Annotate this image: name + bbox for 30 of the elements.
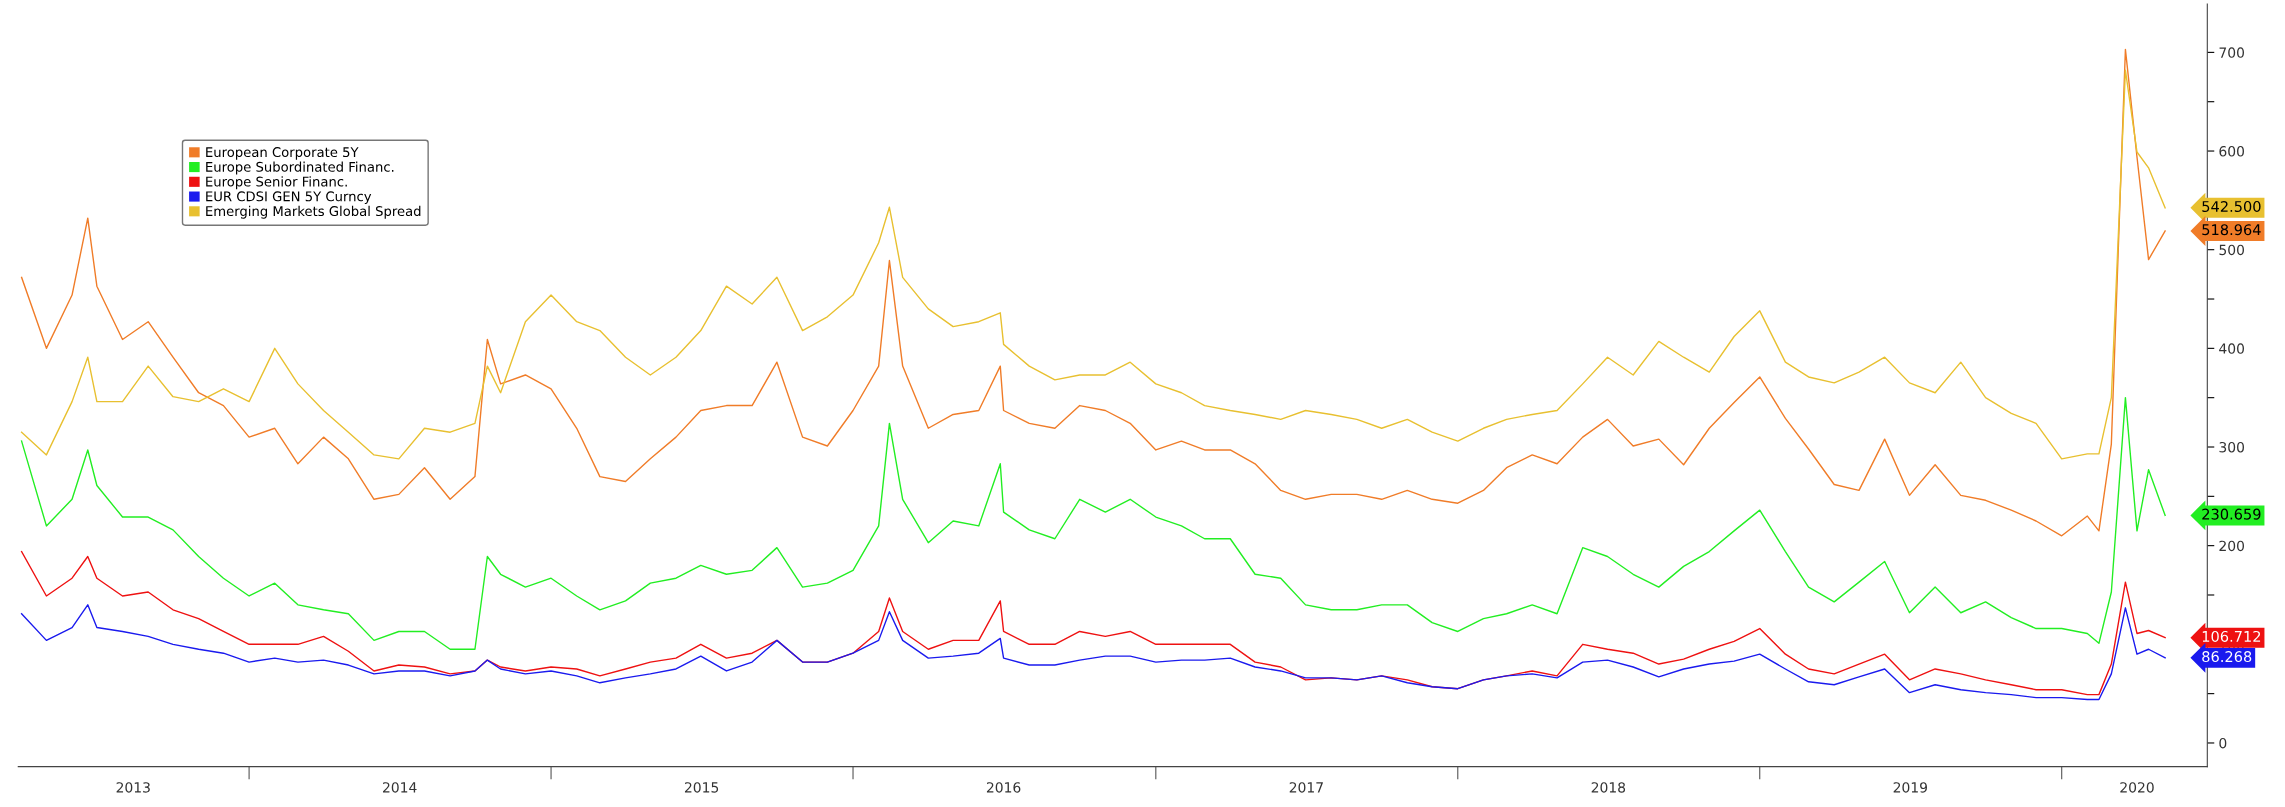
y-tick-label: 0 [2219, 737, 2227, 749]
line-series [20, 604, 2166, 701]
x-tick-label: 2019 [1893, 782, 1928, 793]
x-tick-label: 2020 [2120, 782, 2154, 793]
y-tick-label: 200 [2219, 540, 2245, 552]
y-tick-label: 700 [2219, 47, 2245, 58]
annotation: 518.964 [2202, 224, 2261, 236]
legend-label: EUR CDSI GEN 5Y Curncy [206, 191, 372, 204]
annotation: 86.268 [2202, 651, 2252, 663]
legend-label: Emerging Markets Global Spread [206, 205, 421, 219]
legend-label: European Corporate 5Y [206, 147, 359, 160]
annotation: 106.712 [2202, 630, 2261, 642]
line-series [20, 69, 2166, 460]
x-tick-label: 2017 [1289, 782, 1323, 793]
y-tick-label: 300 [2219, 441, 2245, 453]
x-tick-label: 2013 [116, 782, 150, 793]
y-tick-label: 400 [2219, 343, 2245, 354]
y-tick-label: 600 [2219, 146, 2245, 157]
x-tick-label: 2018 [1591, 782, 1626, 793]
x-tick-label: 2015 [684, 782, 719, 793]
line-series [20, 396, 2166, 650]
annotation: 230.659 [2202, 508, 2261, 520]
line-series [20, 48, 2166, 537]
line-series [20, 550, 2166, 696]
x-tick-label: 2016 [986, 782, 1021, 793]
x-tick-label: 2014 [383, 782, 417, 793]
legend-label: Europe Senior Financ. [206, 176, 347, 190]
y-tick-label: 500 [2219, 244, 2245, 256]
legend-label: Europe Subordinated Financ. [206, 161, 394, 175]
annotation: 542.500 [2202, 200, 2261, 212]
